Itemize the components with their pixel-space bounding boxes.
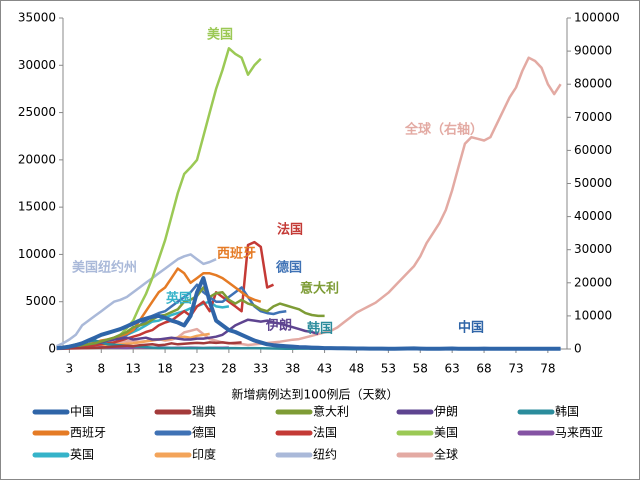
legend-label: 伊朗	[434, 405, 458, 419]
annotation: 法国	[277, 222, 303, 238]
legend-label: 瑞典	[192, 405, 216, 419]
y-tick-label: 5000	[25, 294, 56, 308]
y-tick-label: 35000	[18, 11, 56, 25]
y2-tick-label: 40000	[574, 209, 612, 223]
x-tick-label: 53	[381, 362, 396, 376]
y-tick-label: 25000	[18, 105, 56, 119]
legend-label: 印度	[192, 447, 216, 462]
series-line	[56, 253, 217, 348]
y2-tick-label: 10000	[574, 308, 612, 322]
legend-label: 马来西亚	[555, 426, 603, 440]
legend-label: 西班牙	[70, 426, 106, 440]
y-tick-label: 10000	[18, 247, 56, 261]
x-tick-label: 48	[349, 362, 364, 376]
y2-tick-label: 70000	[574, 110, 612, 124]
legend-label: 意大利	[313, 404, 349, 419]
y2-tick-label: 90000	[574, 44, 612, 58]
legend-label: 纽约	[313, 447, 337, 462]
legend-label: 英国	[70, 448, 94, 462]
x-tick-label: 58	[413, 362, 428, 376]
annotation: 全球（右轴）	[404, 122, 483, 138]
legend-label: 美国	[434, 426, 458, 440]
series-line	[56, 286, 325, 350]
x-tick-label: 23	[189, 362, 204, 376]
y2-tick-label: 80000	[574, 77, 612, 91]
annotation: 美国纽约州	[72, 260, 137, 276]
x-tick-label: 28	[221, 362, 236, 376]
legend-label: 中国	[70, 404, 94, 419]
series-line	[56, 276, 561, 351]
legend-label: 全球	[434, 447, 458, 462]
legend-label: 韩国	[555, 404, 579, 419]
y-tick-label: 30000	[18, 58, 56, 72]
x-tick-label: 43	[317, 362, 332, 376]
x-tick-label: 38	[285, 362, 300, 376]
y2-tick-label: 0	[574, 342, 582, 356]
annotation: 中国	[458, 320, 484, 336]
annotation: 英国	[165, 291, 192, 307]
y-tick-label: 20000	[18, 152, 56, 166]
annotation: 西班牙	[217, 246, 256, 262]
annotation: 伊朗	[265, 318, 292, 334]
x-tick-label: 8	[97, 362, 105, 376]
y2-tick-label: 60000	[574, 143, 612, 157]
x-axis-title: 新增病例达到100例后（天数）	[232, 387, 399, 402]
annotation: 韩国	[307, 321, 333, 337]
annotation: 美国	[207, 27, 233, 43]
y2-tick-label: 30000	[574, 242, 612, 256]
annotation: 意大利	[300, 281, 339, 297]
legend-label: 德国	[192, 425, 216, 440]
x-tick-label: 68	[476, 362, 491, 376]
x-tick-label: 78	[540, 362, 555, 376]
x-tick-label: 3	[66, 362, 74, 376]
x-tick-label: 63	[445, 362, 460, 376]
y2-tick-label: 100000	[574, 11, 620, 25]
legend-label: 法国	[313, 426, 337, 440]
annotation: 德国	[276, 260, 302, 276]
x-tick-label: 18	[157, 362, 172, 376]
series-line	[56, 341, 242, 351]
series-line	[56, 240, 275, 350]
y-tick-label: 15000	[18, 200, 56, 214]
x-tick-label: 73	[508, 362, 523, 376]
y2-tick-label: 50000	[574, 176, 612, 190]
y-tick-label: 0	[48, 342, 56, 356]
x-tick-label: 33	[253, 362, 268, 376]
y2-tick-label: 20000	[574, 275, 612, 289]
x-tick-label: 13	[126, 362, 141, 376]
